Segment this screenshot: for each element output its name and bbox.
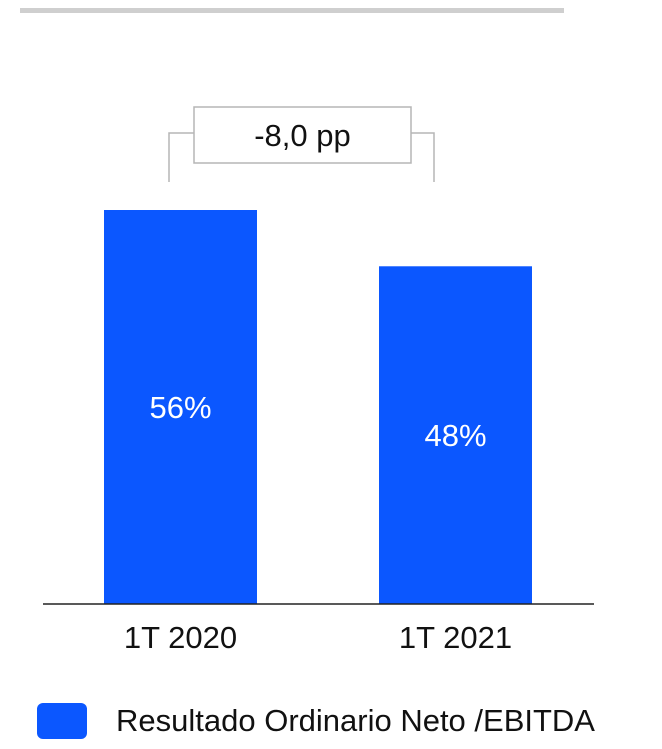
delta-annotation: -8,0 pp (254, 118, 351, 153)
bracket-right (411, 132, 435, 182)
bracket-left (168, 132, 194, 182)
bar-value-label: 56% (149, 390, 211, 425)
annotation-box (193, 106, 412, 164)
bar-value-label: 48% (424, 418, 486, 453)
legend: Resultado Ordinario Neto /EBITDA (37, 692, 595, 749)
bar-1 (104, 210, 257, 604)
x-tick-label: 1T 2021 (399, 620, 512, 655)
top-divider (20, 8, 564, 13)
bar-chart: 56% 1T 2020 48% 1T 2021 -8,0 pp (43, 106, 594, 655)
x-tick-label: 1T 2020 (124, 620, 237, 655)
legend-label: Resultado Ordinario Neto /EBITDA (116, 702, 595, 738)
bar-2 (379, 266, 532, 604)
legend-swatch (37, 702, 87, 739)
